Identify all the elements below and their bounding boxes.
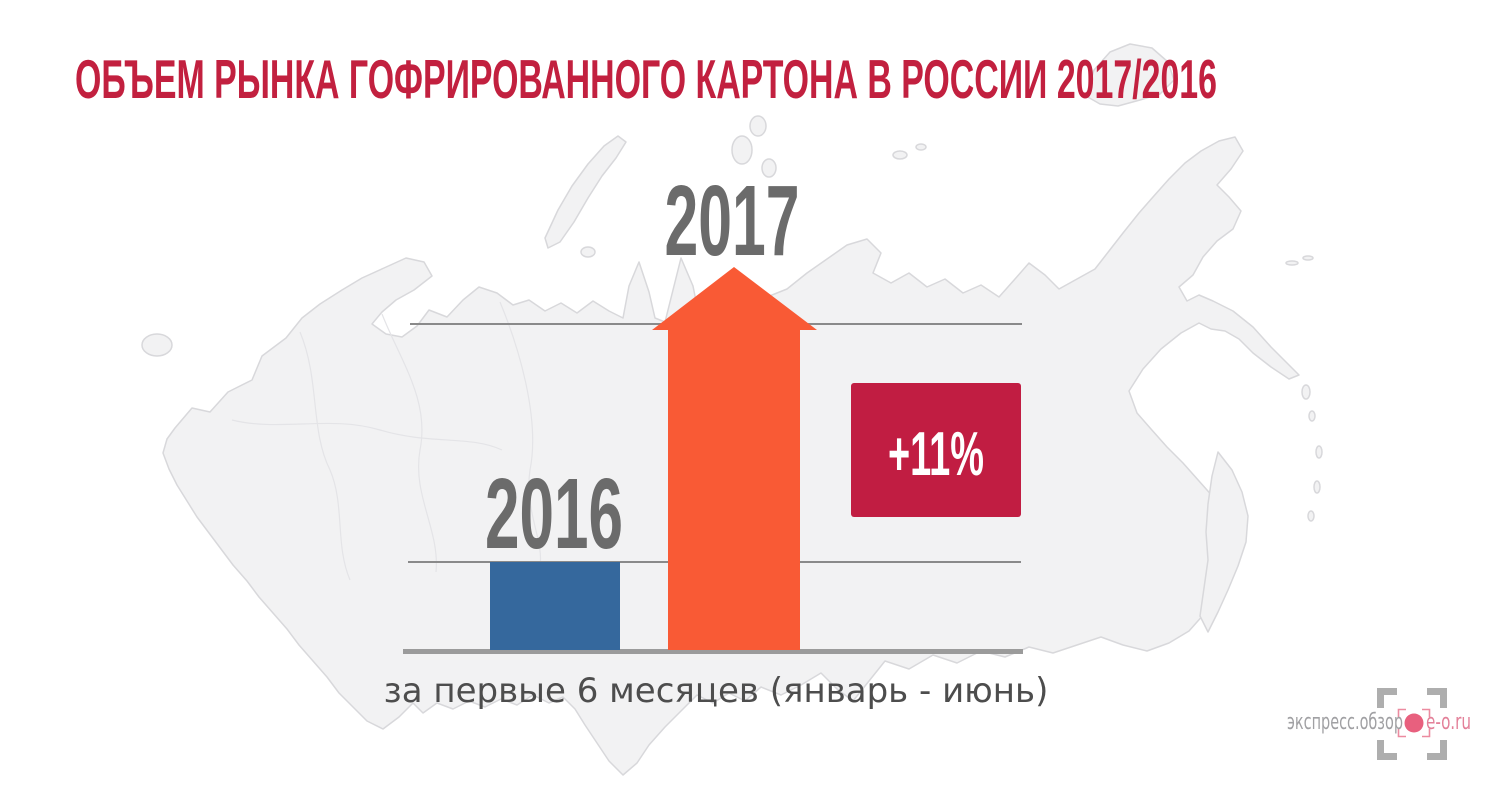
year-label-2017: 2017: [665, 165, 800, 277]
logo-domain-text: e-o.ru: [1426, 710, 1471, 735]
viewfinder-icon: [1377, 688, 1447, 760]
logo: экспресс.обзор e-o.ru: [1287, 688, 1471, 760]
growth-arrow-2017: [652, 267, 817, 650]
map-region-borders: [231, 301, 542, 581]
growth-badge-label: +11%: [888, 420, 984, 489]
page-title: ОБЪЕМ РЫНКА ГОФРИРОВАННОГО КАРТОНА В РОС…: [75, 48, 1217, 110]
growth-badge: [851, 383, 1021, 517]
severnaya-zemlya-island: [761, 158, 777, 178]
bar-2016: [490, 562, 620, 650]
sakhalin-island: [1199, 451, 1249, 633]
franz-josef-island: [892, 150, 908, 160]
kaliningrad-region: [141, 333, 173, 357]
logo-dot-icon: [1404, 713, 1424, 733]
commander-islands: [1285, 255, 1314, 266]
arctic-island: [580, 246, 596, 258]
baseline-axis: [403, 649, 1023, 654]
franz-josef-island: [915, 143, 927, 151]
severnaya-zemlya-island: [749, 115, 767, 137]
period-caption: за первые 6 месяцев (январь - июнь): [384, 671, 1049, 711]
severnaya-zemlya-island: [731, 135, 753, 165]
new-siberian-islands: [1085, 43, 1175, 107]
viewfinder-inner-icon: [1397, 708, 1431, 738]
kuril-islands: [1301, 384, 1323, 522]
logo-brand-text: экспресс.обзор: [1287, 710, 1403, 735]
year-label-2016: 2016: [485, 458, 623, 570]
novaya-zemlya-islands: [544, 135, 627, 249]
